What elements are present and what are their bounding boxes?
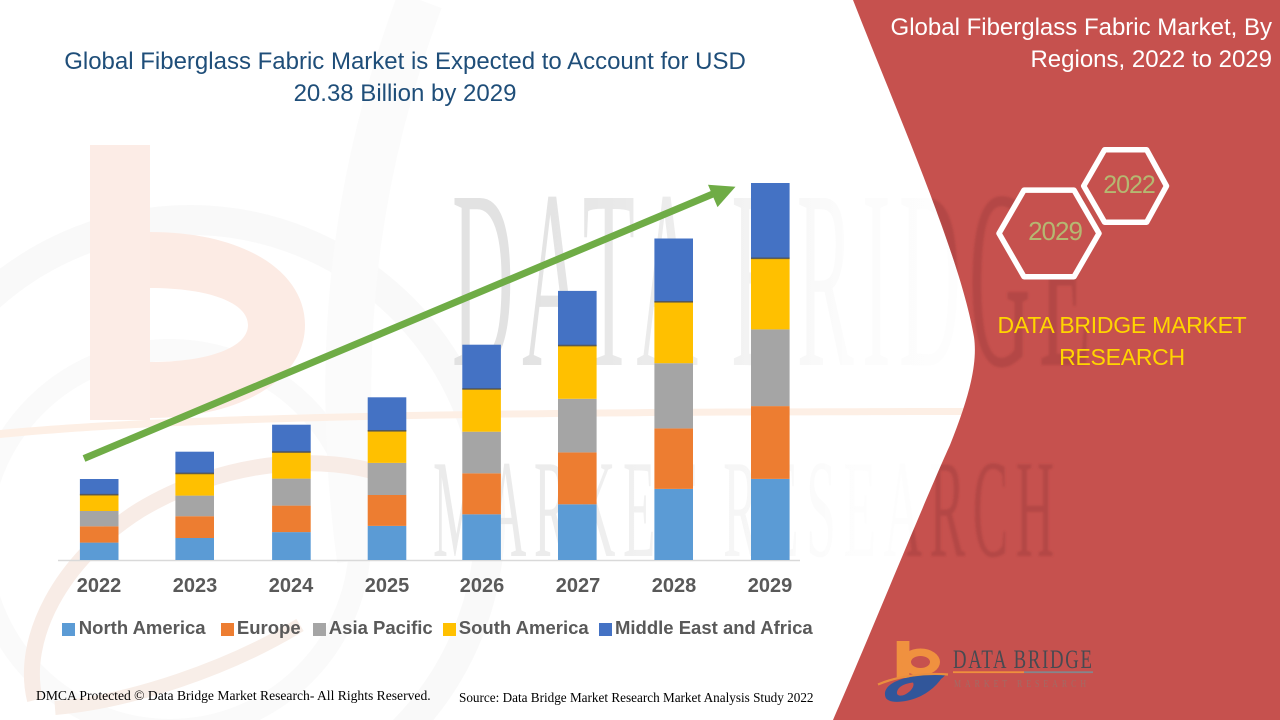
svg-text:MARKET RESEARCH: MARKET RESEARCH [954, 678, 1090, 691]
svg-text:DATA BRIDGE: DATA BRIDGE [953, 645, 1094, 674]
